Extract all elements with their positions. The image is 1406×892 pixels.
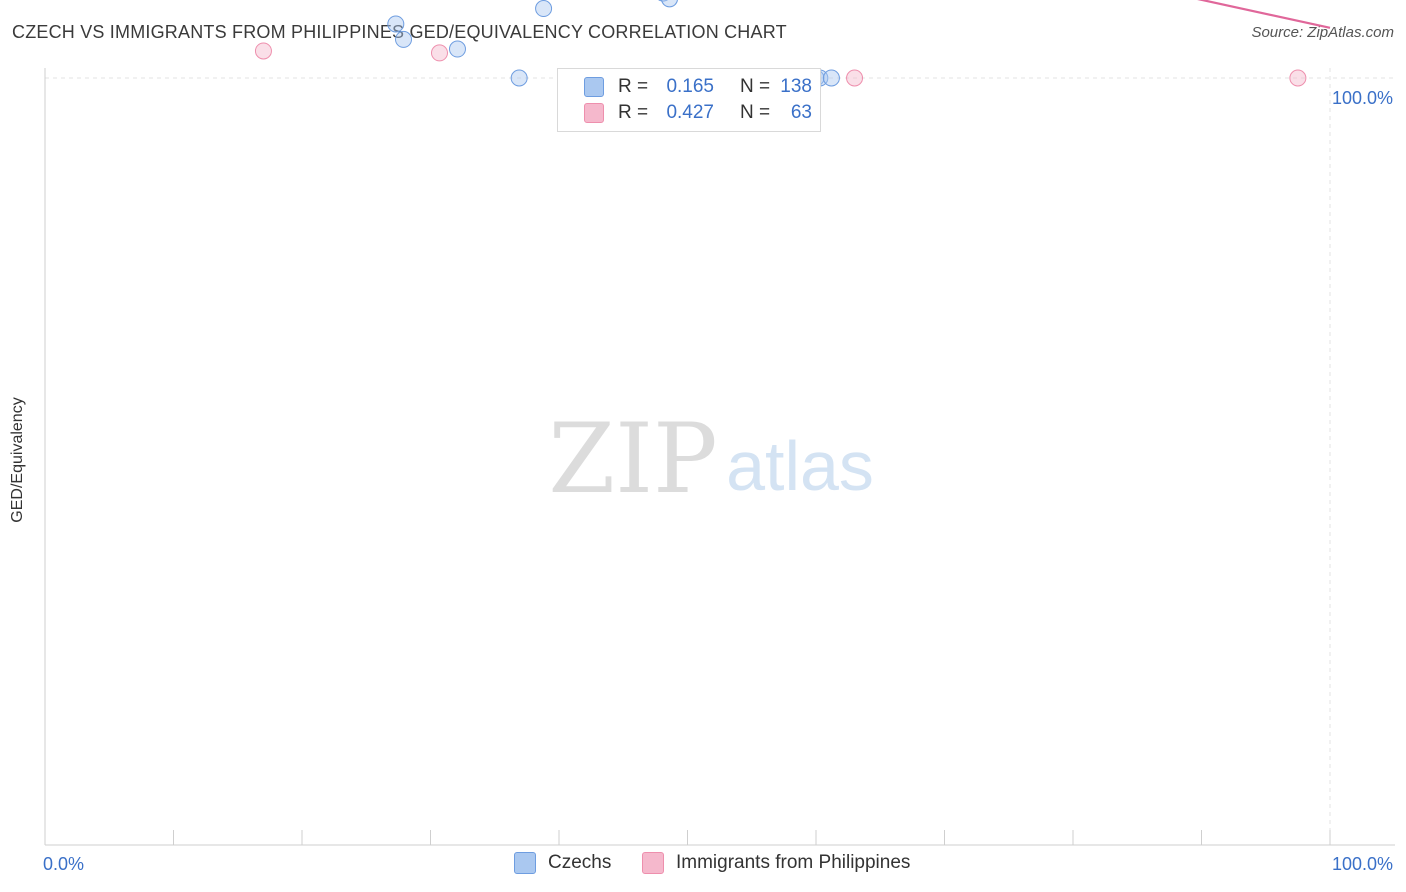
legend-row-czechs: R = 0.165 N = 138: [558, 74, 812, 100]
data-point: [658, 0, 669, 2]
r-label: R =: [618, 76, 649, 97]
data-point: [846, 69, 864, 87]
data-point: [661, 0, 678, 8]
data-point: [395, 30, 413, 48]
trend-line-philippines: [1197, 0, 1331, 29]
n-label: N =: [740, 102, 771, 123]
czechs-legend-label: Czechs: [548, 852, 612, 873]
data-point: [448, 40, 466, 58]
philippines-legend-swatch: [642, 852, 664, 874]
czechs-swatch: [584, 77, 604, 97]
data-point: [1289, 69, 1307, 87]
stats-legend: R = 0.165 N = 138 R = 0.427 N = 63: [557, 68, 821, 132]
r-label: R =: [618, 102, 649, 123]
r-value-philippines: 0.427: [666, 102, 714, 123]
y-tick-labels: 70.0%80.0%90.0%100.0%: [1332, 88, 1393, 108]
n-value-philippines: 63: [790, 102, 812, 123]
data-point: [430, 44, 448, 62]
data-point: [535, 0, 553, 18]
bottom-legend-philippines: Immigrants from Philippines: [642, 852, 910, 874]
data-point: [387, 15, 405, 33]
data-point: [254, 42, 272, 60]
x-tick-labels: 0.0% 100.0%: [43, 854, 1393, 874]
philippines-swatch: [584, 103, 604, 123]
data-point: [510, 69, 528, 87]
axes: [44, 68, 1395, 846]
bottom-legend-czechs: Czechs: [514, 852, 611, 874]
x-tick-max: 100.0%: [1332, 854, 1393, 874]
philippines-legend-label: Immigrants from Philippines: [676, 852, 911, 873]
watermark-atlas: atlas: [726, 427, 874, 505]
n-label: N =: [740, 76, 771, 97]
n-value-czechs: 138: [780, 76, 812, 97]
data-point: [822, 69, 840, 87]
source-label: Source: ZipAtlas.com: [1251, 24, 1394, 41]
czechs-legend-swatch: [514, 852, 536, 874]
series-czechs: [387, 0, 840, 87]
legend-row-philippines: R = 0.427 N = 63: [558, 100, 812, 126]
chart-title: CZECH VS IMMIGRANTS FROM PHILIPPINES GED…: [12, 22, 787, 42]
x-tick-min: 0.0%: [43, 854, 84, 874]
y-tick-label: 100.0%: [1332, 88, 1393, 108]
r-value-czechs: 0.165: [666, 76, 714, 97]
watermark-zip: ZIP: [548, 403, 717, 515]
watermark: ZIP atlas: [548, 403, 874, 515]
trend-lines: [1197, 0, 1331, 29]
